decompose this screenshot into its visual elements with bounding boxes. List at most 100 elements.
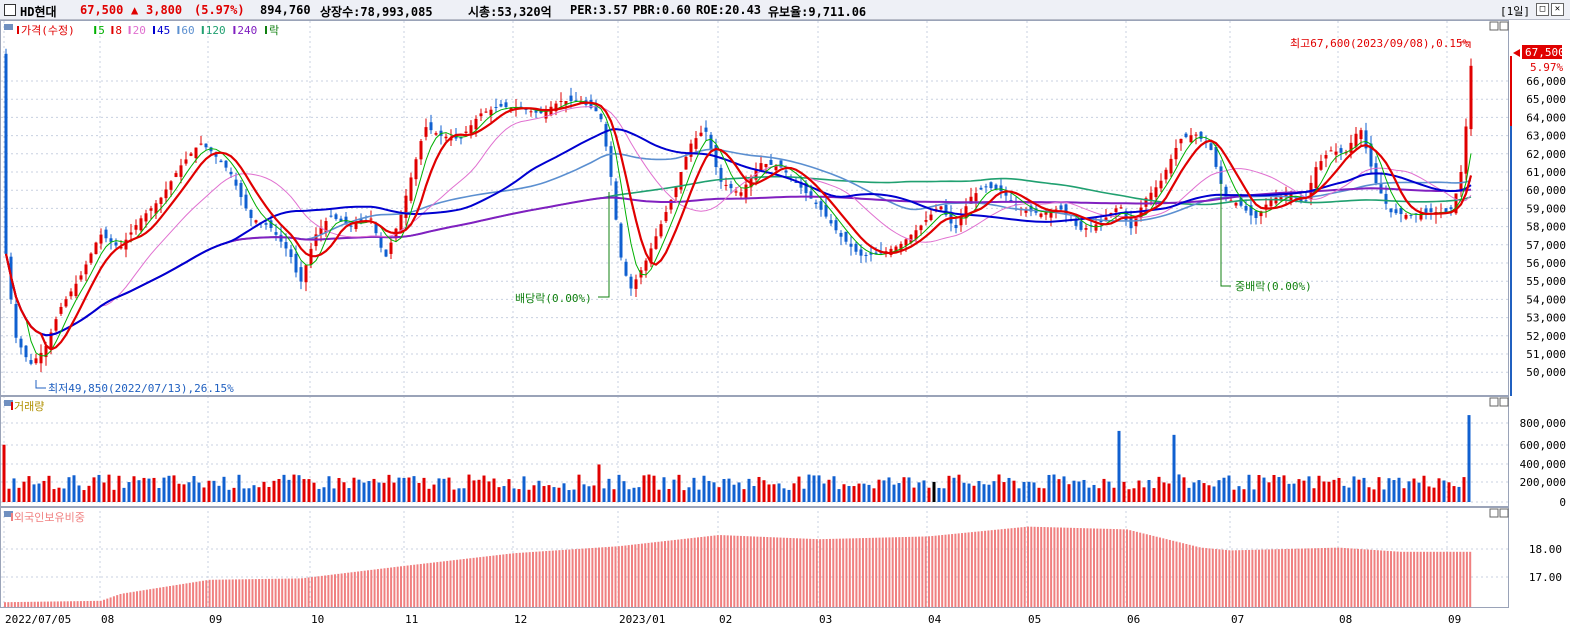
foreign-ratio-bar[interactable] xyxy=(314,576,317,607)
foreign-ratio-bar[interactable] xyxy=(350,572,353,607)
volume-bar[interactable] xyxy=(1107,481,1111,502)
foreign-ratio-bar[interactable] xyxy=(508,553,511,607)
foreign-ratio-bar[interactable] xyxy=(1234,550,1237,607)
foreign-ratio-bar[interactable] xyxy=(334,574,336,607)
foreign-ratio-bar[interactable] xyxy=(1063,527,1066,607)
panel-minimize-icon[interactable] xyxy=(1489,397,1499,407)
candle-body[interactable] xyxy=(1429,208,1433,213)
foreign-ratio-bar[interactable] xyxy=(159,587,162,607)
foreign-ratio-bar[interactable] xyxy=(347,572,350,607)
candle-body[interactable] xyxy=(1169,158,1173,174)
candle-body[interactable] xyxy=(1189,135,1193,143)
volume-bar[interactable] xyxy=(22,481,26,502)
foreign-ratio-bar[interactable] xyxy=(277,578,280,607)
foreign-ratio-bar[interactable] xyxy=(1281,549,1284,607)
volume-bar[interactable] xyxy=(367,481,371,502)
foreign-ratio-bar[interactable] xyxy=(1300,548,1303,607)
foreign-ratio-bar[interactable] xyxy=(588,548,591,607)
foreign-ratio-bar[interactable] xyxy=(693,537,696,607)
foreign-ratio-bar[interactable] xyxy=(1201,547,1204,607)
foreign-ratio-bar[interactable] xyxy=(1366,549,1369,607)
volume-bar[interactable] xyxy=(862,483,866,502)
candle-body[interactable] xyxy=(379,235,383,248)
foreign-ratio-bar[interactable] xyxy=(251,579,254,607)
candle-body[interactable] xyxy=(374,223,378,234)
candle-body[interactable] xyxy=(1464,126,1468,174)
foreign-ratio-bar[interactable] xyxy=(967,532,970,607)
candle-body[interactable] xyxy=(1094,224,1098,231)
foreign-ratio-bar[interactable] xyxy=(73,601,76,607)
foreign-ratio-bar[interactable] xyxy=(862,538,864,607)
foreign-ratio-bar[interactable] xyxy=(1007,528,1010,607)
candle-body[interactable] xyxy=(604,124,608,147)
candle-body[interactable] xyxy=(279,234,283,242)
foreign-ratio-bar[interactable] xyxy=(637,544,640,607)
volume-bar[interactable] xyxy=(362,482,366,502)
volume-bar[interactable] xyxy=(72,475,76,502)
volume-bar[interactable] xyxy=(1237,486,1241,502)
foreign-ratio-bar[interactable] xyxy=(492,555,495,607)
foreign-ratio-bar[interactable] xyxy=(79,601,82,607)
foreign-ratio-bar[interactable] xyxy=(878,537,881,607)
foreign-ratio-bar[interactable] xyxy=(634,544,637,607)
foreign-ratio-bar[interactable] xyxy=(172,585,175,607)
candle-body[interactable] xyxy=(464,131,468,133)
candle-body[interactable] xyxy=(409,177,413,201)
foreign-ratio-bar[interactable] xyxy=(970,532,973,607)
candle-body[interactable] xyxy=(1314,167,1318,189)
volume-bar[interactable] xyxy=(1337,477,1341,502)
volume-bar[interactable] xyxy=(1192,482,1196,502)
foreign-ratio-bar[interactable] xyxy=(1310,548,1313,607)
foreign-ratio-bar[interactable] xyxy=(1264,549,1267,607)
foreign-ratio-bar[interactable] xyxy=(129,592,132,607)
foreign-ratio-bar[interactable] xyxy=(1165,539,1168,607)
volume-bar[interactable] xyxy=(507,479,511,502)
volume-bar[interactable] xyxy=(1372,489,1376,502)
foreign-ratio-bar[interactable] xyxy=(601,547,604,607)
foreign-ratio-bar[interactable] xyxy=(1033,526,1036,607)
foreign-ratio-bar[interactable] xyxy=(294,578,297,607)
foreign-ratio-bar[interactable] xyxy=(733,535,736,607)
foreign-ratio-bar[interactable] xyxy=(555,550,558,607)
volume-bar[interactable] xyxy=(1392,480,1396,502)
foreign-ratio-bar[interactable] xyxy=(1261,549,1264,607)
foreign-ratio-bar[interactable] xyxy=(1155,536,1158,607)
volume-bar[interactable] xyxy=(742,489,746,502)
volume-bar[interactable] xyxy=(432,484,436,502)
volume-bar[interactable] xyxy=(122,487,126,502)
foreign-ratio-bar[interactable] xyxy=(416,564,419,607)
volume-bar[interactable] xyxy=(472,480,476,502)
volume-bar[interactable] xyxy=(1117,430,1121,502)
foreign-ratio-bar[interactable] xyxy=(1013,527,1016,607)
foreign-ratio-bar[interactable] xyxy=(1317,548,1320,607)
foreign-ratio-bar[interactable] xyxy=(782,537,785,607)
candle-body[interactable] xyxy=(209,147,213,152)
foreign-ratio-bar[interactable] xyxy=(446,560,449,607)
foreign-ratio-bar[interactable] xyxy=(198,581,201,607)
candle-body[interactable] xyxy=(1209,143,1213,150)
foreign-ratio-bar[interactable] xyxy=(941,535,944,607)
volume-bar[interactable] xyxy=(372,478,376,502)
foreign-ratio-bar[interactable] xyxy=(1017,527,1020,607)
volume-bar[interactable] xyxy=(757,476,761,502)
volume-bar[interactable] xyxy=(522,476,526,502)
foreign-ratio-bar[interactable] xyxy=(1320,548,1323,607)
foreign-ratio-bar[interactable] xyxy=(482,556,485,607)
foreign-ratio-bar[interactable] xyxy=(627,545,630,607)
volume-bar[interactable] xyxy=(1297,479,1301,502)
volume-bar[interactable] xyxy=(1132,488,1136,502)
candle-body[interactable] xyxy=(894,246,898,252)
volume-bar[interactable] xyxy=(502,486,506,502)
candle-body[interactable] xyxy=(254,220,258,223)
foreign-ratio-bar[interactable] xyxy=(1162,538,1165,607)
volume-bar[interactable] xyxy=(947,475,951,502)
foreign-ratio-bar[interactable] xyxy=(538,551,541,607)
candle-body[interactable] xyxy=(824,204,828,217)
foreign-ratio-bar[interactable] xyxy=(1297,548,1300,607)
volume-bar[interactable] xyxy=(982,484,986,502)
volume-bar[interactable] xyxy=(1467,415,1471,502)
legend-item[interactable]: 8 xyxy=(115,24,122,37)
foreign-ratio-bar[interactable] xyxy=(796,538,798,607)
foreign-ratio-bar[interactable] xyxy=(1145,534,1148,607)
